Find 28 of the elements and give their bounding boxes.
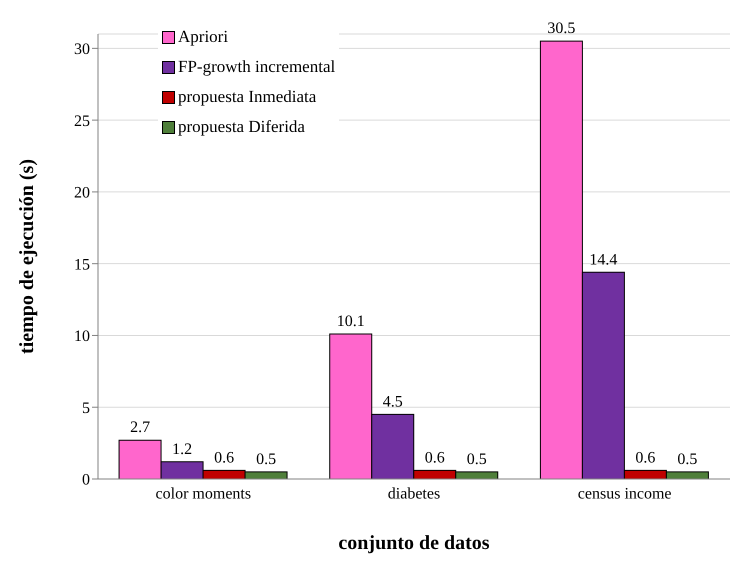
x-tick-label: census income: [578, 485, 672, 502]
legend-label: Apriori: [178, 27, 228, 47]
y-axis-title: tiempo de ejecución (s): [16, 159, 38, 354]
y-tick-label: 0: [82, 472, 90, 489]
data-label: 1.2: [172, 440, 192, 458]
y-tick-label: 10: [74, 328, 90, 346]
data-label: 0.5: [256, 450, 276, 468]
x-tick-label: color moments: [156, 485, 252, 502]
legend-label: propuesta Diferida: [178, 117, 305, 137]
data-label: 30.5: [547, 20, 576, 38]
data-label: 14.4: [589, 251, 618, 268]
x-axis-title: conjunto de datos: [338, 532, 490, 554]
data-label: 0.6: [635, 449, 656, 466]
y-tick-label: 20: [74, 184, 90, 202]
legend-label: propuesta Inmediata: [178, 87, 316, 107]
y-tick-label: 25: [74, 112, 90, 130]
data-label: 0.6: [214, 449, 234, 466]
data-label: 10.1: [336, 313, 365, 330]
legend-label: FP-growth incremental: [178, 57, 336, 77]
y-tick-label: 30: [74, 41, 90, 58]
x-tick-label: diabetes: [388, 485, 440, 502]
data-label: 4.5: [382, 393, 403, 410]
data-label: 0.6: [424, 449, 445, 466]
data-label: 0.5: [466, 450, 487, 468]
data-label: 2.7: [130, 419, 150, 436]
y-tick-label: 15: [74, 256, 90, 274]
y-tick-label: 5: [82, 400, 90, 417]
data-label: 0.5: [677, 450, 698, 468]
